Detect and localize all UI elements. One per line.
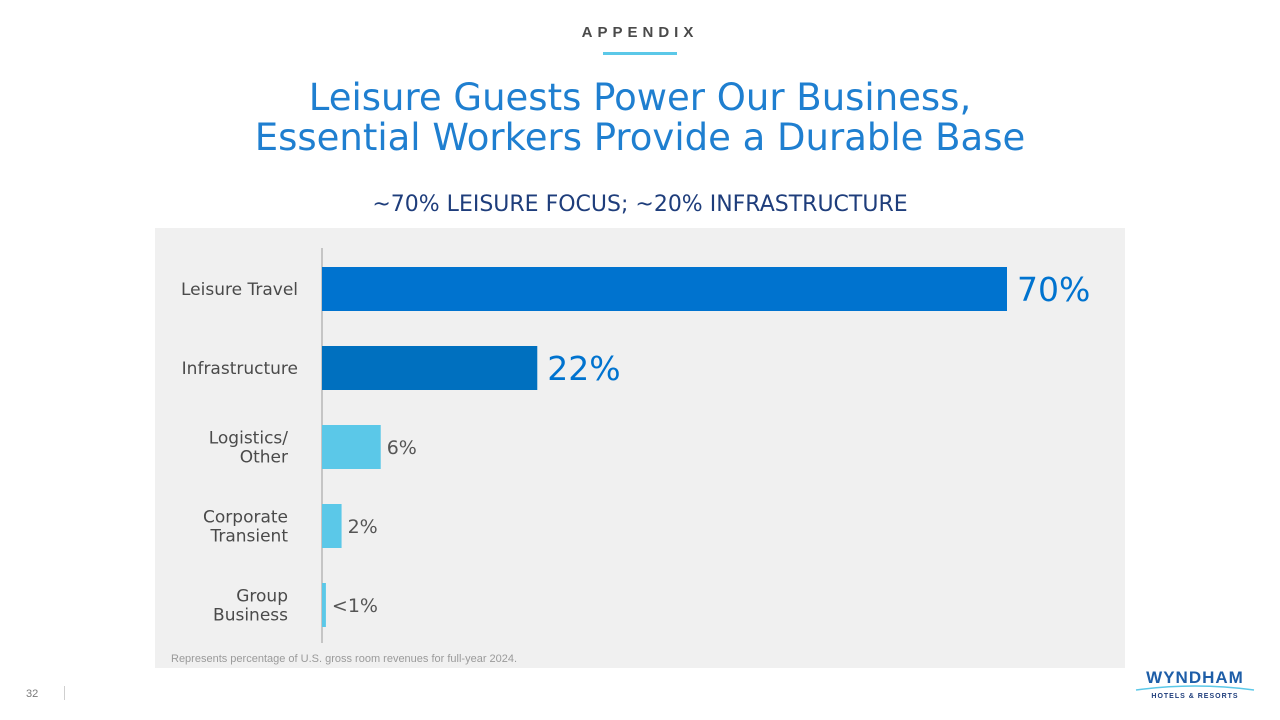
chart-subtitle: ~70% LEISURE FOCUS; ~20% INFRASTRUCTURE bbox=[372, 192, 908, 217]
data-label: 2% bbox=[348, 516, 378, 538]
logo-swoosh-icon bbox=[1135, 685, 1255, 691]
data-label: 70% bbox=[1017, 270, 1090, 309]
bar-chart: Leisure Travel 70% Infrastructure 22% Logist… bbox=[181, 248, 1090, 643]
bar bbox=[322, 267, 1007, 311]
data-label: 6% bbox=[387, 437, 417, 459]
page-title: Leisure Guests Power Our Business, Essen… bbox=[0, 78, 1280, 158]
footnote: Represents percentage of U.S. gross room… bbox=[171, 653, 518, 665]
data-label: 22% bbox=[547, 349, 620, 388]
data-label: <1% bbox=[332, 595, 378, 617]
category-label: Business bbox=[213, 606, 288, 626]
chart-panel: Leisure Travel 70% Infrastructure 22% Logist… bbox=[155, 228, 1125, 668]
category-label: Corporate bbox=[203, 508, 288, 528]
category-label: Infrastructure bbox=[182, 359, 298, 379]
category-label: Transient bbox=[209, 527, 288, 547]
page-number: 32 bbox=[26, 688, 39, 700]
page-divider bbox=[64, 686, 65, 700]
bar bbox=[322, 504, 342, 548]
category-label: Leisure Travel bbox=[181, 280, 298, 300]
wyndham-logo: WYNDHAM HOTELS & RESORTS bbox=[1130, 668, 1260, 708]
section-label: APPENDIX bbox=[581, 24, 699, 41]
bar bbox=[322, 425, 381, 469]
title-line-2: Essential Workers Provide a Durable Base bbox=[254, 116, 1026, 159]
logo-text: WYNDHAM bbox=[1146, 668, 1244, 687]
category-label: Group bbox=[236, 587, 288, 607]
category-label: Logistics/ bbox=[209, 429, 289, 449]
section-underline bbox=[603, 52, 677, 55]
category-label: Other bbox=[240, 448, 288, 468]
logo-subtext: HOTELS & RESORTS bbox=[1151, 693, 1239, 700]
title-line-1: Leisure Guests Power Our Business, bbox=[308, 76, 972, 119]
bar bbox=[322, 583, 326, 627]
bar bbox=[322, 346, 538, 390]
